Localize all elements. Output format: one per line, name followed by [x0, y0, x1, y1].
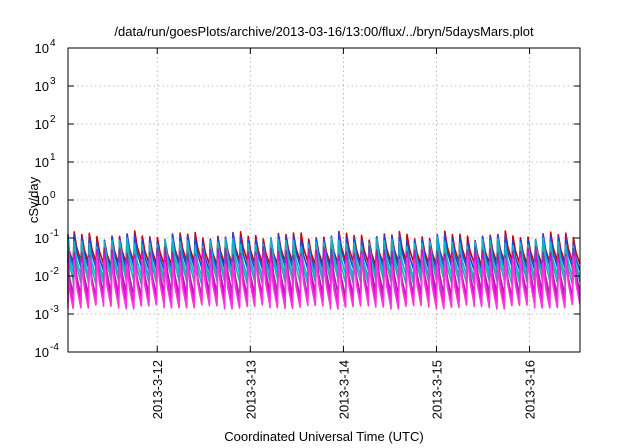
x-tick-label: 2013-3-14 — [336, 360, 351, 419]
y-tick-label: 10 2 — [35, 114, 56, 132]
x-tick-label: 2013-3-13 — [243, 360, 258, 419]
chart-title: /data/run/goesPlots/archive/2013-03-16/1… — [114, 24, 534, 39]
y-tick-label: 10 4 — [35, 38, 56, 56]
y-tick-base: 10 — [35, 269, 49, 284]
y-tick-label: 10 -1 — [35, 228, 60, 246]
y-tick-base: 10 — [35, 193, 49, 208]
y-tick-exponent: -2 — [50, 266, 59, 277]
y-tick-label: 10 1 — [35, 152, 56, 170]
y-tick-label: 10 -3 — [35, 304, 60, 322]
series-lines — [67, 230, 581, 310]
y-tick-exponent: 0 — [50, 190, 56, 201]
y-tick-label: 10 3 — [35, 76, 56, 94]
x-axis-label: Coordinated Universal Time (UTC) — [224, 429, 423, 444]
y-tick-label: 10 -2 — [35, 266, 60, 284]
y-tick-base: 10 — [35, 345, 49, 360]
y-axis-label: cSv/day — [26, 176, 41, 223]
y-tick-exponent: -3 — [50, 304, 59, 315]
x-tick-labels: 2013-3-12 2013-3-13 2013-3-14 2013-3-15 2013… — [150, 360, 537, 419]
y-tick-base: 10 — [35, 41, 49, 56]
y-tick-base: 10 — [35, 117, 49, 132]
y-tick-base: 10 — [35, 79, 49, 94]
series-line — [67, 254, 581, 310]
y-tick-exponent: -4 — [50, 342, 59, 353]
y-tick-label: 10 -4 — [35, 342, 60, 360]
y-tick-base: 10 — [35, 307, 49, 322]
y-tick-exponent: 1 — [50, 152, 56, 163]
y-tick-exponent: -1 — [50, 228, 59, 239]
axis-ticks — [68, 47, 580, 353]
y-tick-base: 10 — [35, 231, 49, 246]
x-tick-label: 2013-3-15 — [429, 360, 444, 419]
y-tick-exponent: 2 — [50, 114, 56, 125]
y-tick-base: 10 — [35, 155, 49, 170]
y-tick-exponent: 3 — [50, 76, 56, 87]
x-tick-label: 2013-3-16 — [523, 360, 538, 419]
x-tick-label: 2013-3-12 — [150, 360, 165, 419]
y-tick-exponent: 4 — [50, 38, 56, 49]
y-tick-label: 10 0 — [35, 190, 56, 208]
